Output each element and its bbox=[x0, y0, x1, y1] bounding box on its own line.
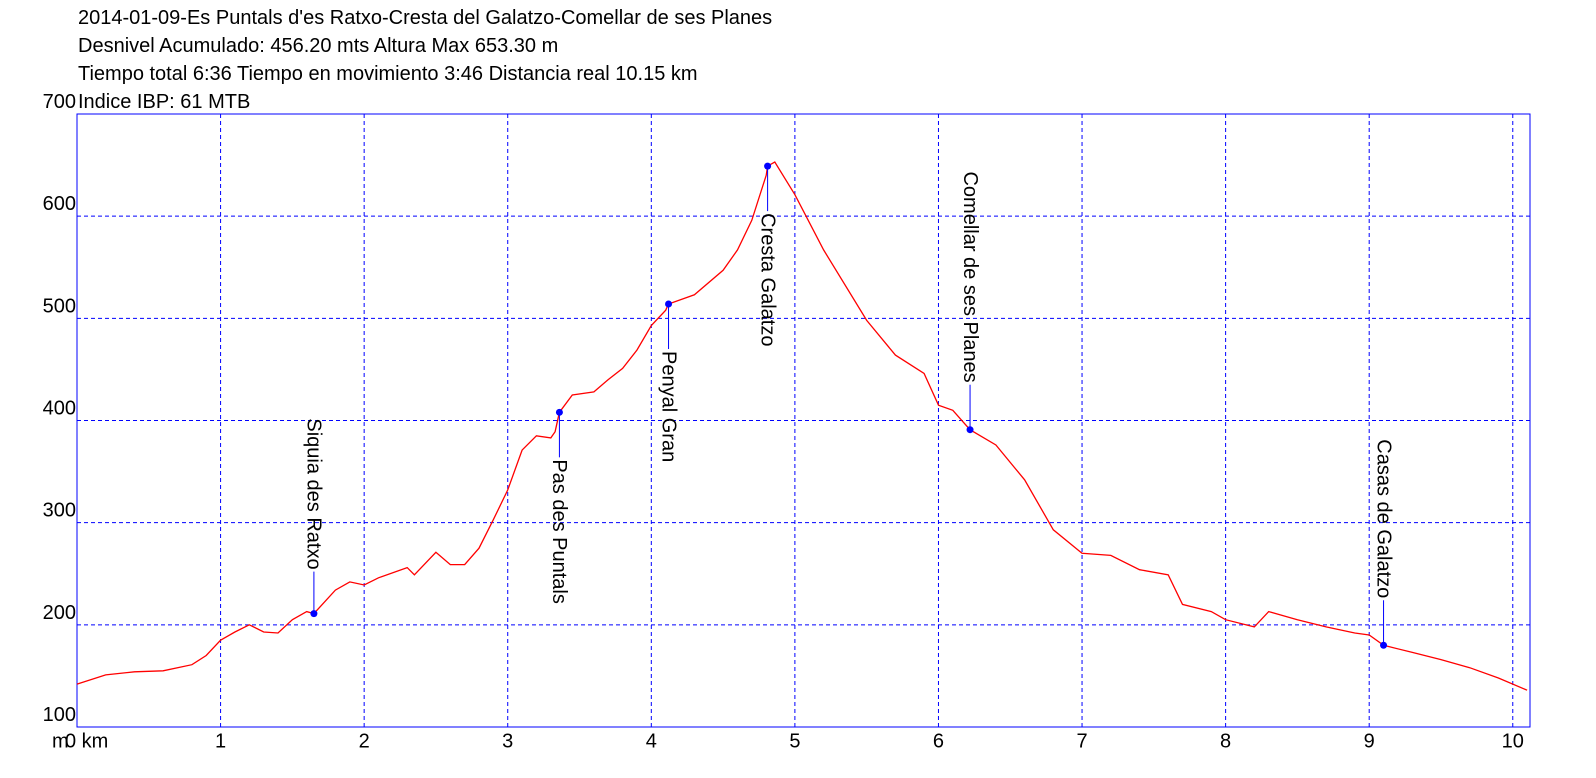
x-tick-label: 8 bbox=[1220, 730, 1231, 752]
x-tick-label: 6 bbox=[933, 730, 944, 752]
waypoint-marker bbox=[555, 408, 563, 416]
x-tick-label: 3 bbox=[502, 730, 513, 752]
waypoint-label: Casas de Galatzo bbox=[1372, 439, 1394, 598]
x-tick-label: 0 km bbox=[65, 730, 108, 752]
x-tick-label: 7 bbox=[1076, 730, 1087, 752]
waypoint-marker bbox=[966, 426, 974, 434]
y-tick-label: 100 bbox=[43, 704, 76, 726]
plot-frame bbox=[76, 113, 1531, 728]
y-unit-label: m bbox=[52, 730, 69, 752]
y-tick-label: 200 bbox=[43, 602, 76, 624]
waypoint-marker bbox=[310, 610, 318, 618]
title-line: 2014-01-09-Es Puntals d'es Ratxo-Cresta … bbox=[78, 7, 772, 29]
elevation-line bbox=[76, 161, 1528, 691]
waypoint-label: Penyal Gran bbox=[657, 351, 679, 462]
x-tick-label: 10 bbox=[1502, 730, 1524, 752]
waypoint-label: Pas des Puntals bbox=[548, 459, 570, 604]
x-tick-label: 1 bbox=[215, 730, 226, 752]
y-tick-label: 400 bbox=[43, 398, 76, 420]
waypoint-label: Comellar de ses Planes bbox=[959, 171, 981, 382]
y-tick-label: 300 bbox=[43, 500, 76, 522]
waypoint-label: Siquia des Ratxo bbox=[303, 418, 325, 569]
title-line: Tiempo total 6:36 Tiempo en movimiento 3… bbox=[78, 63, 698, 85]
x-tick-label: 9 bbox=[1364, 730, 1375, 752]
waypoint-marker bbox=[665, 300, 673, 308]
waypoint-marker bbox=[1380, 641, 1388, 649]
x-tick-label: 2 bbox=[359, 730, 370, 752]
title-line: Indice IBP: 61 MTB bbox=[78, 91, 250, 113]
x-tick-label: 5 bbox=[789, 730, 800, 752]
waypoint-marker bbox=[764, 162, 772, 170]
waypoint-label: Cresta Galatzo bbox=[756, 213, 778, 346]
y-tick-label: 500 bbox=[43, 295, 76, 317]
y-tick-label: 600 bbox=[43, 193, 76, 215]
x-tick-label: 4 bbox=[646, 730, 657, 752]
y-tick-label: 700 bbox=[43, 91, 76, 113]
title-line: Desnivel Acumulado: 456.20 mts Altura Ma… bbox=[78, 35, 558, 57]
